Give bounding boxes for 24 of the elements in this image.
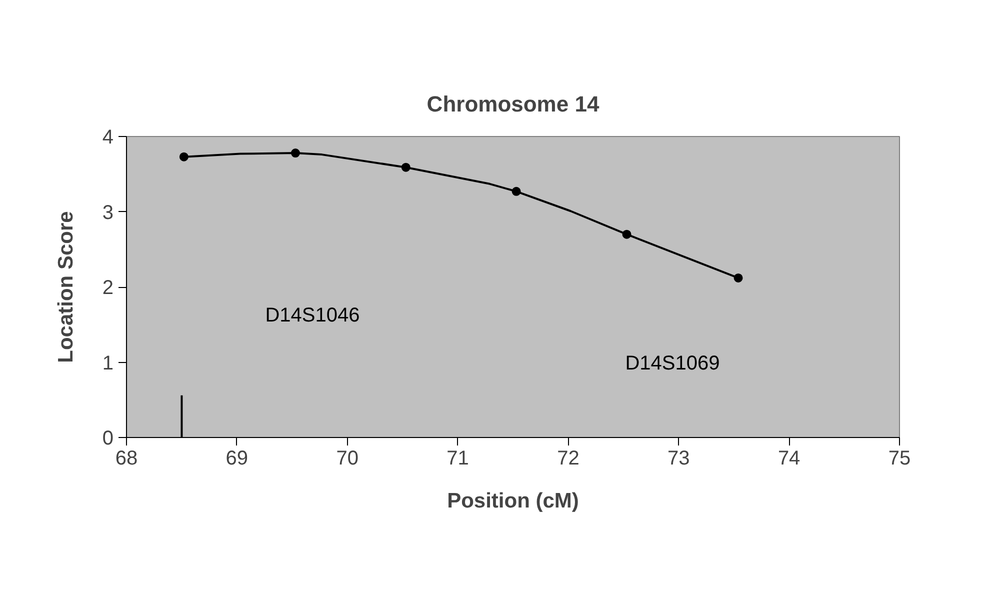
y-tick-label: 1 — [102, 352, 114, 374]
point — [734, 273, 743, 282]
x-tick-label: 68 — [115, 448, 138, 470]
x-tick-label: 72 — [557, 448, 580, 470]
point — [512, 186, 521, 196]
x-tick-label: 71 — [446, 448, 469, 470]
x-tick-label: 74 — [778, 448, 800, 470]
x-axis-title: Position (cM) — [447, 490, 579, 512]
y-tick-label: 3 — [102, 202, 114, 224]
y-axis-title: Location Score — [54, 211, 78, 363]
point — [179, 152, 188, 162]
x-tick-label: 75 — [888, 448, 911, 470]
y-tick-label: 2 — [102, 277, 114, 299]
point — [290, 148, 300, 158]
y-tick-label: 4 — [102, 126, 114, 148]
annotation: D14S1046 — [265, 304, 360, 326]
chart-title: Chromosome 14 — [426, 92, 600, 116]
x-tick-label: 69 — [226, 448, 248, 470]
point — [622, 230, 632, 239]
annotation: D14S1069 — [625, 352, 720, 374]
point — [401, 162, 410, 172]
x-tick-label: 73 — [668, 448, 690, 470]
y-tick-label: 0 — [102, 428, 114, 450]
x-tick-label: 70 — [336, 448, 358, 470]
